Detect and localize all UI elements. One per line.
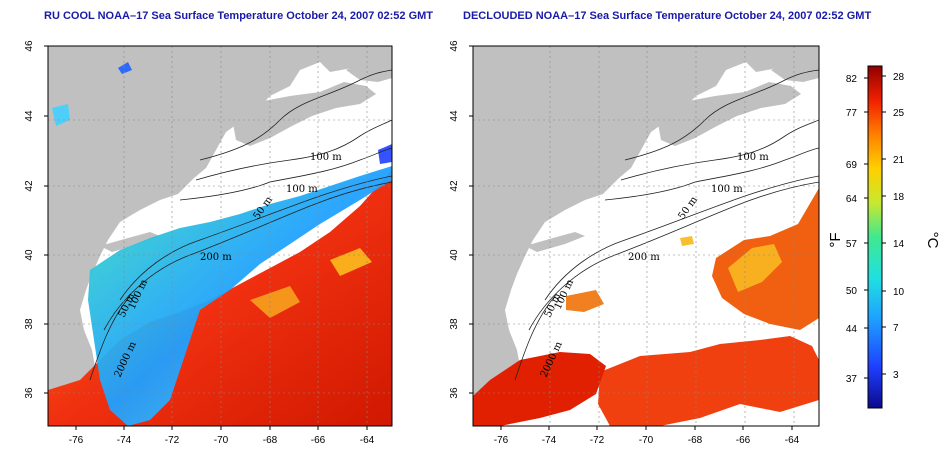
right_panel-lat-tick-0: 46 (449, 40, 460, 52)
left-map-panel: 100 m 100 m 50 m 200 m 50 m 100 m 2000 m… (24, 40, 393, 446)
right_panel-lat-tick-5: 36 (449, 387, 460, 399)
fahrenheit-tick-1: 77 (846, 108, 858, 119)
celsius-tick-0: 28 (893, 72, 905, 83)
left_panel-lon-tick-4: -68 (263, 435, 278, 446)
right_panel-lat-tick-3: 40 (449, 249, 460, 261)
left_panel-lon-tick-5: -66 (311, 435, 326, 446)
right-cape-breton (771, 56, 819, 82)
right_panel-lon-tick-2: -72 (590, 435, 605, 446)
right_panel-lon-tick-3: -70 (639, 435, 654, 446)
fahrenheit-tick-7: 37 (846, 374, 858, 385)
right-contour-label-2: 100 m (711, 184, 743, 195)
right-land-mass (473, 46, 819, 404)
left_panel-lat-tick-5: 36 (24, 387, 35, 399)
colorbar: 82 77 69 64 57 50 44 37 28 25 21 18 14 10 7 3 °F °C (827, 65, 941, 409)
left_panel-lon-tick-2: -72 (165, 435, 180, 446)
left_panel-lon-tick-0: -76 (69, 435, 84, 446)
celsius-tick-6: 7 (893, 323, 899, 334)
left_panel-lat-tick-0: 46 (24, 40, 35, 52)
right-warm-patch-4 (728, 244, 782, 292)
celsius-tick-5: 10 (893, 287, 905, 298)
fahrenheit-tick-3: 64 (846, 194, 858, 205)
celsius-tick-2: 21 (893, 155, 905, 166)
fahrenheit-unit-label: °F (827, 232, 844, 247)
left-land-mass (48, 46, 392, 404)
right_panel-lat-tick-4: 38 (449, 318, 460, 330)
celsius-tick-7: 3 (893, 370, 899, 381)
left-cool-water-band (88, 166, 392, 426)
left-long-island (100, 232, 160, 252)
celsius-tick-3: 18 (893, 192, 905, 203)
left_panel-lon-tick-6: -64 (360, 435, 375, 446)
left-cape-breton (346, 56, 392, 82)
right-warm-patch-5 (566, 290, 604, 312)
right-contour-label-4: 200 m (628, 252, 660, 263)
right-long-island (525, 232, 585, 252)
left-map-title: RU COOL NOAA–17 Sea Surface Temperature … (44, 10, 434, 22)
right-axes: -76 -74 -72 -70 -68 -66 -64 46 44 42 40 38 36 (449, 40, 800, 446)
left_panel-lat-tick-2: 42 (24, 180, 35, 192)
celsius-tick-4: 14 (893, 239, 905, 250)
left-contour-label-2: 100 m (286, 184, 318, 195)
fahrenheit-tick-4: 57 (846, 239, 858, 250)
fahrenheit-tick-6: 44 (846, 324, 858, 335)
right-nova-scotia (657, 82, 801, 146)
left-nova-scotia (232, 82, 376, 146)
right-map-title: DECLOUDED NOAA–17 Sea Surface Temperatur… (463, 10, 872, 22)
fahrenheit-tick-0: 82 (846, 74, 858, 85)
right_panel-lon-tick-6: -64 (785, 435, 800, 446)
right_panel-lat-tick-2: 42 (449, 180, 460, 192)
right_panel-lon-tick-1: -74 (542, 435, 557, 446)
left-map-frame (47, 45, 393, 427)
right-warm-patch-2 (473, 352, 606, 426)
colorbar-ticks: 82 77 69 64 57 50 44 37 28 25 21 18 14 10 7 3 (846, 72, 905, 385)
right_panel-lat-tick-1: 44 (449, 110, 460, 122)
left-axes: -76 -74 -72 -70 -68 -66 -64 46 44 42 40 38 36 (24, 40, 375, 446)
left-contour-label-1: 100 m (310, 152, 342, 163)
right_panel-lon-tick-5: -66 (736, 435, 751, 446)
fahrenheit-tick-2: 69 (846, 160, 858, 171)
right-map-panel: 100 m 100 m 50 m 200 m 50 m 100 m 2000 m… (449, 40, 820, 446)
celsius-unit-label: °C (924, 232, 941, 249)
right_panel-lon-tick-0: -76 (494, 435, 509, 446)
right-warm-patch-1 (598, 336, 819, 426)
right-contour-label-1: 100 m (737, 152, 769, 163)
right-warm-patch-6 (680, 236, 694, 246)
colorbar-gradient (867, 65, 883, 409)
left_panel-lat-tick-3: 40 (24, 249, 35, 261)
celsius-tick-1: 25 (893, 108, 905, 119)
left_panel-lat-tick-4: 38 (24, 318, 35, 330)
left-contour-label-4: 200 m (200, 252, 232, 263)
left_panel-lon-tick-3: -70 (214, 435, 229, 446)
fahrenheit-tick-5: 50 (846, 286, 858, 297)
right_panel-lon-tick-4: -68 (688, 435, 703, 446)
left_panel-lat-tick-1: 44 (24, 110, 35, 122)
left_panel-lon-tick-1: -74 (117, 435, 132, 446)
